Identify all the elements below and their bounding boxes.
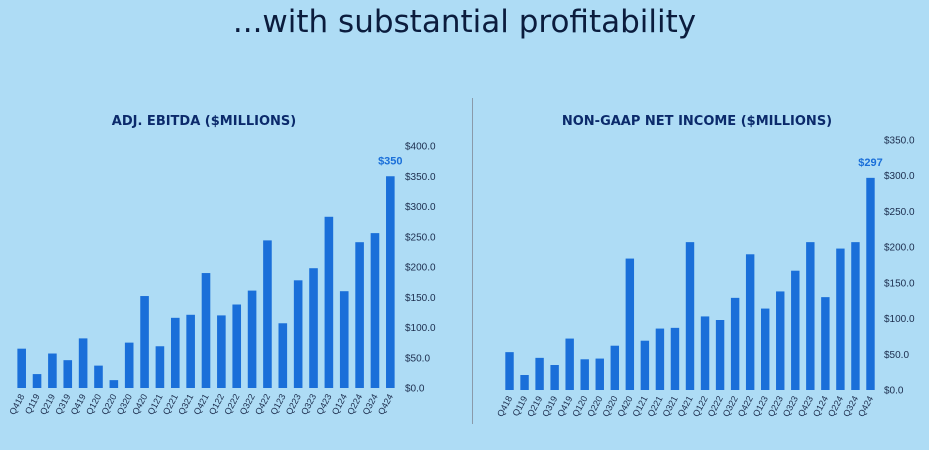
- bar-q421: [685, 242, 695, 390]
- bar-q221: [655, 328, 665, 390]
- y-tick-label: $0.0: [884, 386, 904, 397]
- y-tick-label: $200.0: [405, 263, 436, 274]
- bar-q324: [370, 233, 380, 388]
- bar-q121: [640, 340, 650, 390]
- bar-q424: [866, 177, 875, 390]
- chart-title: NON-GAAP NET INCOME ($MILLIONS): [562, 114, 832, 129]
- y-tick-label: $350.0: [405, 172, 436, 183]
- bar-q422: [745, 254, 755, 390]
- y-tick-label: $0.0: [405, 384, 425, 395]
- bar-q120: [580, 359, 589, 390]
- bar-q221: [170, 317, 180, 388]
- y-tick-label: $200.0: [884, 243, 915, 254]
- bar-q322: [247, 290, 257, 388]
- y-tick-label: $300.0: [884, 171, 915, 182]
- bar-q322: [730, 297, 740, 390]
- chart-title: ADJ. EBITDA ($MILLIONS): [112, 114, 296, 129]
- bar-q124: [821, 297, 830, 390]
- y-tick-label: $100.0: [884, 314, 915, 325]
- bar-q224: [355, 242, 364, 388]
- bar-q418: [505, 352, 514, 390]
- bar-q219: [535, 357, 544, 390]
- bar-q323: [309, 268, 318, 388]
- data-label: $297: [858, 157, 882, 169]
- bar-q423: [806, 242, 815, 390]
- bar-q419: [565, 338, 574, 390]
- bar-q321: [670, 327, 680, 390]
- bar-q421: [201, 273, 211, 388]
- bar-q420: [140, 296, 149, 388]
- bar-q423: [324, 216, 334, 388]
- bar-q219: [48, 353, 57, 388]
- page-headline: ...with substantial profitability: [232, 4, 697, 40]
- bar-q123: [760, 308, 770, 390]
- bar-q223: [293, 280, 303, 388]
- adj-ebitda-chart: ADJ. EBITDA ($MILLIONS) $0.0 $50.0 $100.0 $…: [7, 114, 436, 416]
- bar-q319: [550, 365, 559, 390]
- bar-q224: [836, 248, 845, 390]
- bar-q420: [625, 258, 635, 390]
- y-tick-label: $350.0: [884, 136, 915, 147]
- bar-q324: [851, 242, 860, 390]
- y-tick-label: $150.0: [405, 293, 436, 304]
- bar-q121: [155, 346, 165, 388]
- y-tick-label: $50.0: [405, 353, 430, 364]
- bar-q122: [700, 316, 710, 390]
- y-tick-label: $300.0: [405, 202, 436, 213]
- bar-q321: [186, 314, 195, 388]
- x-tick-label: Q418: [495, 394, 514, 418]
- bar-q122: [217, 315, 226, 388]
- bar-q323: [791, 270, 800, 390]
- bar-q418: [17, 348, 26, 388]
- y-tick-label: $250.0: [884, 207, 915, 218]
- bar-q222: [232, 304, 242, 388]
- chart-divider: [472, 98, 473, 424]
- y-tick-label: $400.0: [405, 142, 436, 153]
- bar-q123: [278, 323, 288, 388]
- bar-q320: [610, 345, 620, 390]
- bar-q223: [776, 291, 785, 390]
- bar-q120: [94, 365, 103, 388]
- bar-q124: [339, 291, 349, 388]
- y-tick-label: $100.0: [405, 323, 436, 334]
- bar-q222: [715, 320, 725, 390]
- bar-q119: [32, 374, 42, 388]
- bar-q319: [63, 360, 73, 388]
- y-tick-label: $50.0: [884, 350, 909, 361]
- y-tick-label: $150.0: [884, 278, 915, 289]
- bar-q220: [109, 380, 119, 388]
- bar-q422: [263, 240, 272, 388]
- bar-q424: [386, 176, 395, 388]
- bar-q320: [124, 342, 134, 388]
- bar-q220: [595, 358, 604, 390]
- data-label: $350: [378, 155, 402, 167]
- bar-q419: [78, 338, 88, 388]
- y-tick-label: $250.0: [405, 232, 436, 243]
- x-tick-label: Q424: [856, 394, 875, 418]
- bar-q119: [520, 375, 529, 390]
